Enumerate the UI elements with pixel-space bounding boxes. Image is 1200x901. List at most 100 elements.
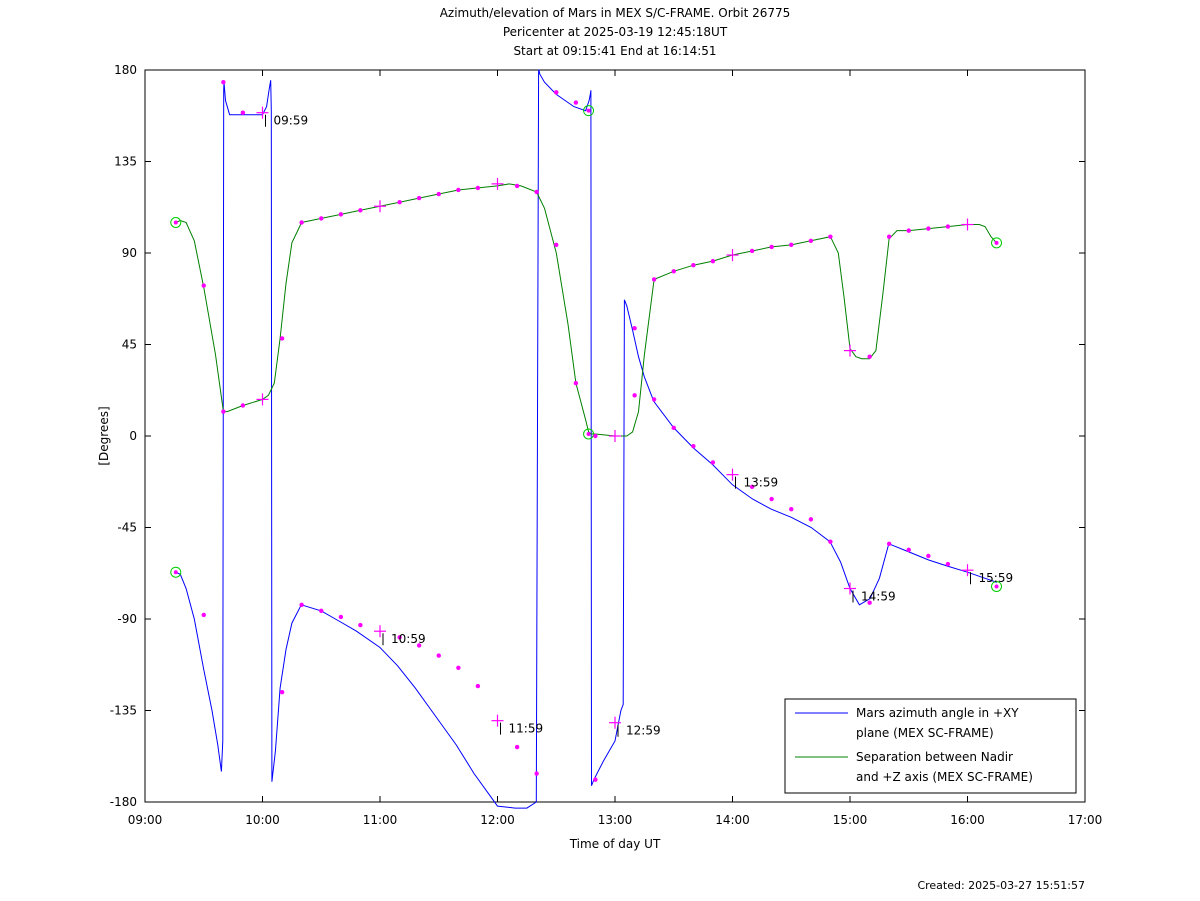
endpoint-dot <box>994 240 999 245</box>
time-annotations: 09:59 10:59 11:59 12:59 13:59 14:59 15:59 <box>265 114 1013 738</box>
x-tick-label: 13:00 <box>598 813 633 827</box>
legend-label: Separation between Nadir <box>856 750 1013 764</box>
x-tick-label: 11:00 <box>363 813 398 827</box>
data-point-marker <box>436 191 441 197</box>
data-point-marker <box>475 683 481 689</box>
data-point-marker <box>358 622 363 628</box>
chart-title-line: Pericenter at 2025-03-19 12:45:18UT <box>503 25 728 39</box>
data-point-marker <box>710 258 716 264</box>
data-point-marker <box>906 228 911 233</box>
data-point-marker <box>769 496 774 502</box>
time-annotation-label: 14:59 <box>861 590 896 604</box>
data-point-marker <box>534 771 539 776</box>
x-tick-label: 09:00 <box>128 813 163 827</box>
data-point-marker <box>789 242 794 248</box>
data-point-marker <box>338 614 344 620</box>
legend-label: Mars azimuth angle in +XY <box>856 706 1019 720</box>
y-tick-label: -90 <box>117 612 137 626</box>
data-point-marker <box>201 612 206 618</box>
data-point-marker <box>671 269 676 274</box>
x-tick-label: 10:00 <box>245 813 280 827</box>
endpoint-dot <box>173 570 178 575</box>
data-point-marker <box>691 443 696 449</box>
data-point-marker <box>573 100 579 105</box>
chart-title-line: Start at 09:15:41 End at 16:14:51 <box>513 44 716 58</box>
endpoint-dot <box>586 108 591 113</box>
hour-marker <box>961 218 974 231</box>
time-annotation-label: 13:59 <box>744 476 779 490</box>
x-tick-label: 17:00 <box>1068 813 1103 827</box>
endpoint-dot <box>994 584 999 589</box>
hour-marker <box>726 249 739 262</box>
data-point-marker <box>514 183 520 189</box>
x-tick-label: 14:00 <box>715 813 750 827</box>
endpoint-marker <box>170 566 182 578</box>
legend: Mars azimuth angle in +XY plane (MEX SC-F… <box>784 698 1077 794</box>
data-point-marker <box>456 665 461 670</box>
x-tick-label: 12:00 <box>480 813 515 827</box>
endpoint-marker <box>583 105 595 117</box>
time-annotation-label: 09:59 <box>274 114 309 128</box>
data-point-marker <box>808 238 814 243</box>
data-point-marker <box>514 744 520 750</box>
endpoint-marker <box>991 237 1003 249</box>
data-point-marker <box>319 216 324 221</box>
hour-marker <box>726 468 739 481</box>
series-markers <box>170 80 1003 782</box>
data-point-marker <box>416 643 422 648</box>
hour-marker <box>256 106 269 119</box>
data-point-marker <box>554 90 559 95</box>
data-point-marker <box>299 602 304 607</box>
data-point-marker <box>828 539 833 544</box>
hour-marker <box>961 564 974 577</box>
data-point-marker <box>945 561 951 567</box>
x-axis-label: Time of day UT <box>569 837 661 851</box>
created-timestamp: Created: 2025-03-27 15:51:57 <box>917 879 1085 892</box>
data-point-marker <box>279 336 285 341</box>
data-point-marker <box>240 110 246 115</box>
data-point-marker <box>749 484 755 490</box>
hour-marker <box>491 714 504 727</box>
hour-marker <box>491 177 504 190</box>
y-tick-label: 45 <box>122 338 137 352</box>
legend-label: plane (MEX SC-FRAME) <box>856 726 994 740</box>
legend-label: and +Z axis (MEX SC-FRAME) <box>856 770 1033 784</box>
y-tick-label: -45 <box>117 521 137 535</box>
axis-ticks: 09:00 10:00 11:00 12:00 13:00 14:00 15:00 16:00… <box>110 63 1103 827</box>
data-point-marker <box>397 635 402 640</box>
data-point-marker <box>201 283 206 288</box>
data-point-marker <box>338 212 344 217</box>
hour-marker <box>374 625 386 638</box>
data-point-marker <box>691 263 696 268</box>
data-point-marker <box>240 403 246 408</box>
data-point-marker <box>710 460 716 465</box>
data-point-marker <box>906 547 911 553</box>
data-point-marker <box>221 409 226 414</box>
series-line-1 <box>175 183 997 437</box>
data-point-marker <box>358 208 363 213</box>
y-tick-label: 135 <box>114 155 137 169</box>
series-lines <box>175 69 998 809</box>
data-point-marker <box>886 541 892 546</box>
data-point-marker <box>789 507 794 512</box>
data-point-marker <box>632 393 637 398</box>
data-point-marker <box>299 220 304 225</box>
data-point-marker <box>456 187 461 193</box>
chart-title-group: Azimuth/elevation of Mars in MEX S/C-FRA… <box>440 6 791 58</box>
hour-marker <box>844 582 856 595</box>
legend-box <box>784 698 1077 794</box>
data-point-marker <box>593 433 598 439</box>
endpoint-dot <box>173 220 178 225</box>
hour-marker <box>256 393 269 406</box>
data-point-marker <box>534 189 539 195</box>
time-annotation-label: 12:59 <box>626 724 661 738</box>
time-annotation-label: 10:59 <box>391 632 426 646</box>
data-point-marker <box>475 185 481 191</box>
data-point-marker <box>749 248 755 254</box>
hour-marker <box>844 344 856 357</box>
y-tick-label: 180 <box>114 63 137 77</box>
data-point-marker <box>573 380 579 386</box>
endpoint-marker <box>170 217 182 228</box>
time-annotation-label: 11:59 <box>509 722 544 736</box>
